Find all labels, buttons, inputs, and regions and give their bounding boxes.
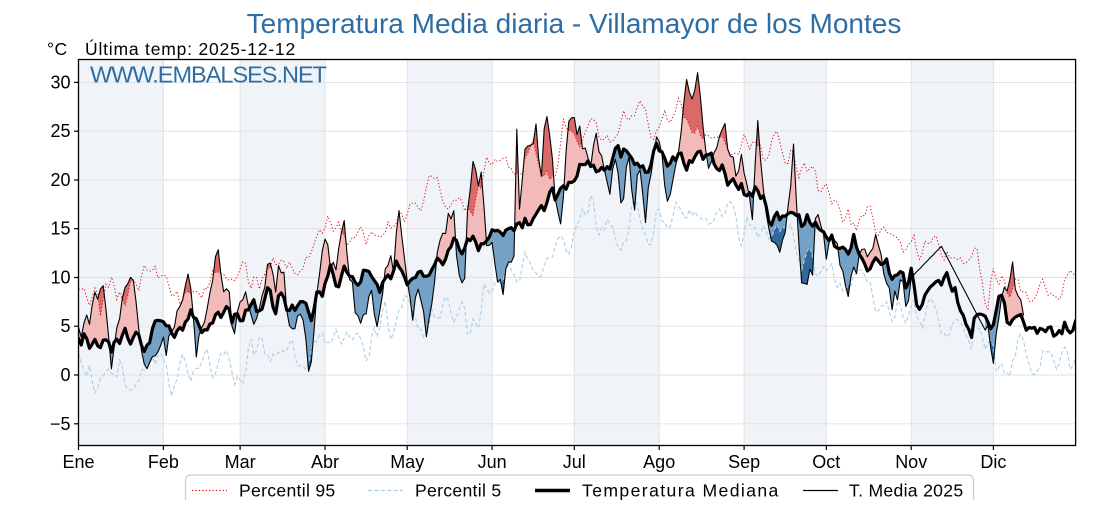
svg-text:10: 10 [50,268,70,288]
svg-text:Jul: Jul [563,452,586,472]
svg-text:15: 15 [50,219,70,239]
svg-text:May: May [390,452,424,472]
svg-text:Jun: Jun [478,452,507,472]
svg-text:Temperatura Mediana: Temperatura Mediana [582,481,780,501]
svg-text:°C: °C [47,39,68,59]
svg-text:Ene: Ene [62,452,94,472]
svg-text:Temperatura Media diaria - Vil: Temperatura Media diaria - Villamayor de… [247,8,902,39]
svg-text:Percentil 5: Percentil 5 [415,481,501,501]
svg-text:Abr: Abr [311,452,339,472]
svg-text:Feb: Feb [148,452,179,472]
svg-text:25: 25 [50,121,70,141]
svg-text:Última temp: 2025-12-12: Última temp: 2025-12-12 [85,38,296,59]
svg-text:Oct: Oct [812,452,840,472]
svg-text:−5: −5 [50,414,71,434]
svg-text:Ago: Ago [643,452,675,472]
svg-text:Percentil 95: Percentil 95 [239,481,336,501]
svg-text:Sep: Sep [728,452,760,472]
svg-text:Nov: Nov [895,452,927,472]
svg-text:20: 20 [50,170,70,190]
svg-text:WWW.EMBALSES.NET: WWW.EMBALSES.NET [90,62,327,88]
svg-text:Dic: Dic [980,452,1006,472]
svg-text:5: 5 [60,316,70,336]
svg-text:T. Media 2025: T. Media 2025 [849,481,963,501]
svg-text:0: 0 [60,365,70,385]
svg-text:Mar: Mar [225,452,256,472]
svg-text:30: 30 [50,72,70,92]
